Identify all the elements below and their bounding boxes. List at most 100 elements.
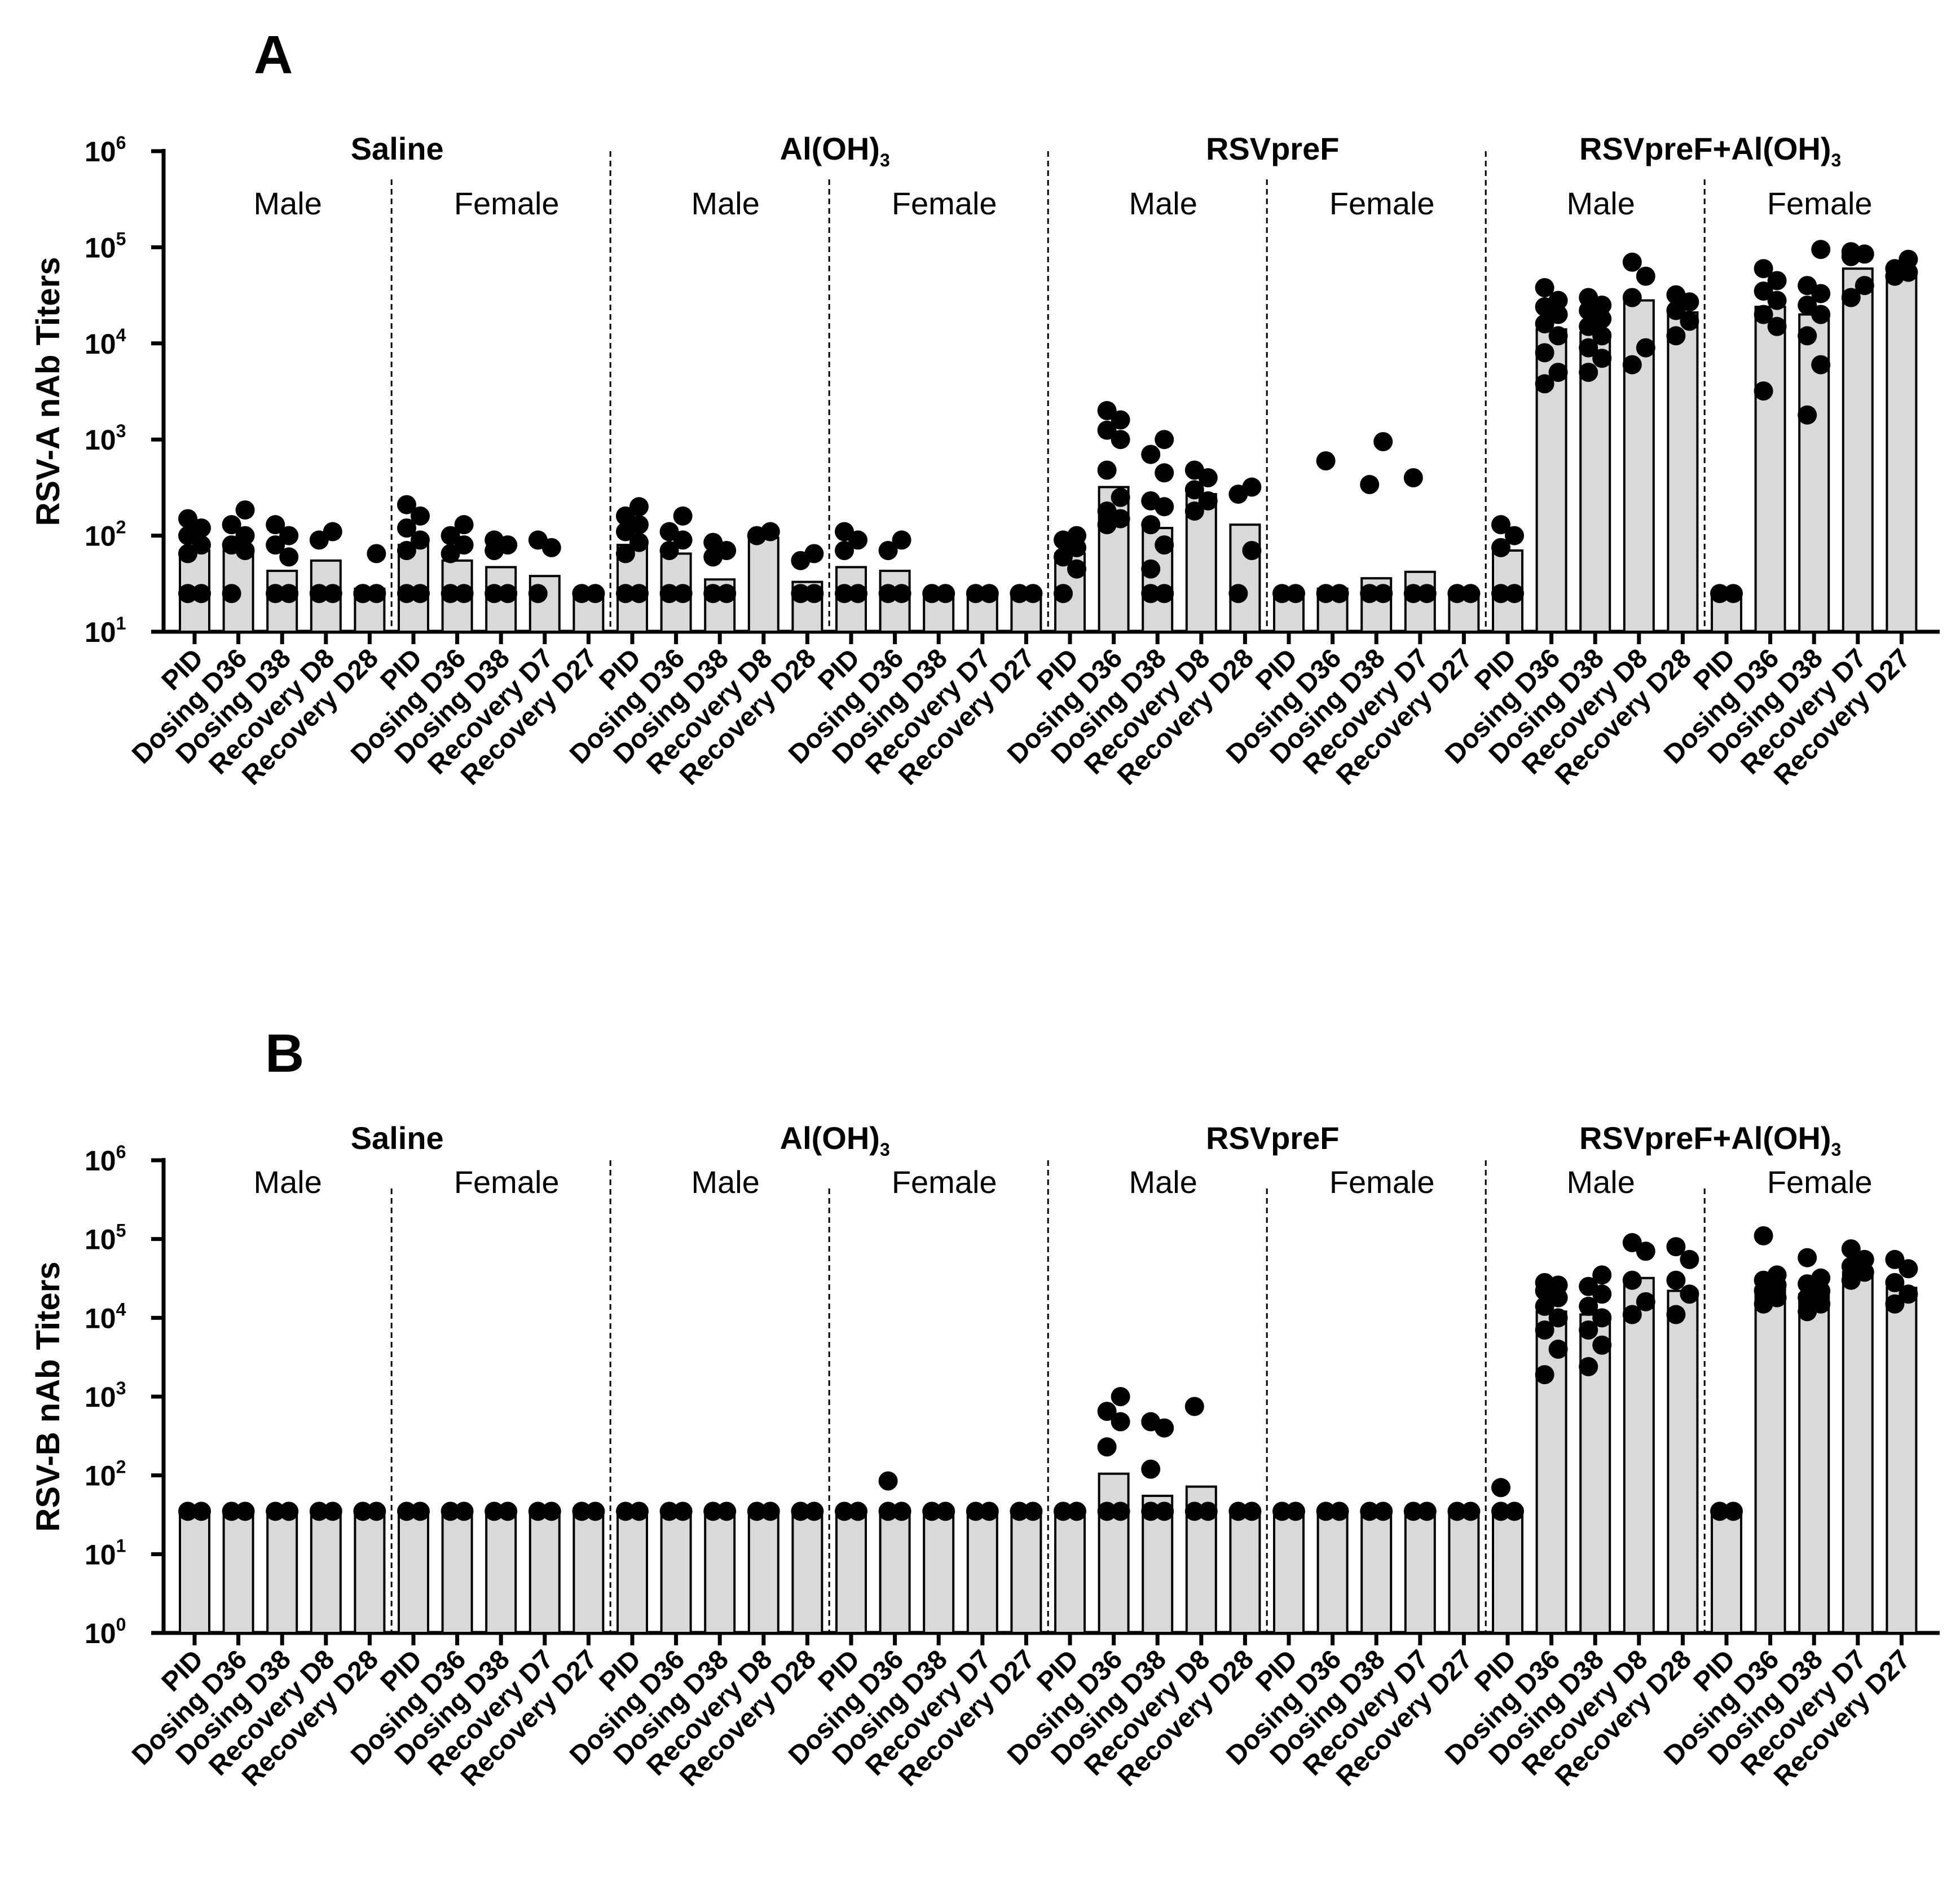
data-point	[353, 1502, 373, 1521]
data-point	[1754, 305, 1773, 324]
data-point	[1111, 487, 1130, 507]
data-point	[454, 1502, 474, 1521]
data-point	[266, 584, 285, 604]
data-point	[309, 1502, 329, 1521]
data-point	[1111, 1502, 1130, 1521]
data-point	[878, 1502, 898, 1521]
data-point	[367, 1502, 386, 1521]
sex-label: Male	[1567, 186, 1635, 221]
data-point	[397, 495, 416, 514]
sex-label: Female	[454, 1164, 560, 1200]
data-point	[966, 584, 985, 604]
data-point	[1767, 271, 1787, 290]
data-point	[1885, 1273, 1905, 1292]
data-point	[760, 1502, 780, 1521]
y-tick-label: 100	[85, 1614, 126, 1649]
data-point	[485, 530, 504, 550]
data-point	[1097, 1437, 1117, 1457]
data-point	[1329, 584, 1349, 604]
data-point	[835, 540, 854, 560]
data-point	[528, 530, 548, 550]
bar	[1360, 1510, 1393, 1635]
group-label: Saline	[351, 131, 444, 166]
data-point	[1097, 460, 1117, 480]
data-point	[1899, 1284, 1918, 1304]
data-point	[703, 584, 723, 604]
data-point	[1461, 1502, 1481, 1521]
data-point	[192, 584, 211, 604]
data-point	[1010, 584, 1029, 604]
data-point	[323, 522, 342, 541]
data-point	[1579, 338, 1598, 358]
bar	[485, 1510, 517, 1635]
data-point	[1592, 1265, 1612, 1285]
data-point	[616, 506, 635, 526]
data-point	[585, 584, 605, 604]
data-point	[1666, 1305, 1686, 1324]
sex-label: Female	[1767, 1164, 1873, 1200]
data-point	[1316, 584, 1336, 604]
data-point	[1548, 290, 1568, 310]
data-point	[1798, 326, 1817, 346]
bar	[616, 1510, 648, 1635]
data-point	[878, 540, 898, 560]
data-point	[1417, 584, 1437, 604]
data-point	[1286, 584, 1305, 604]
data-point	[1155, 584, 1174, 604]
data-point	[1592, 1308, 1612, 1328]
sex-label: Male	[254, 1164, 322, 1200]
data-point	[1535, 1320, 1554, 1340]
data-point	[1155, 1502, 1174, 1521]
data-point	[1373, 432, 1393, 451]
data-point	[878, 1471, 898, 1491]
data-point	[1447, 1502, 1467, 1521]
bar	[441, 1510, 473, 1635]
data-point	[1622, 355, 1642, 375]
bar	[222, 1510, 254, 1635]
data-point	[629, 532, 649, 552]
bar	[1492, 1507, 1523, 1635]
data-point	[1141, 491, 1161, 510]
data-point	[1141, 1459, 1161, 1479]
data-point	[1841, 1239, 1861, 1259]
data-point	[1316, 1502, 1336, 1521]
bar	[704, 1510, 736, 1635]
data-point	[673, 506, 693, 526]
data-point	[1373, 1502, 1393, 1521]
data-point	[1272, 1502, 1292, 1521]
data-point	[804, 544, 824, 563]
data-point	[1491, 1502, 1510, 1521]
data-point	[673, 1502, 693, 1521]
data-point	[266, 515, 285, 535]
data-point	[1228, 1502, 1248, 1521]
data-point	[222, 584, 241, 604]
sex-label: Male	[691, 1164, 760, 1200]
data-point	[936, 1502, 955, 1521]
bar	[660, 1510, 692, 1635]
group-label: Saline	[351, 1120, 444, 1156]
data-point	[1141, 584, 1161, 604]
data-point	[454, 535, 474, 555]
data-point	[804, 1502, 824, 1521]
data-point	[1622, 1305, 1642, 1324]
data-point	[1811, 355, 1831, 375]
data-point	[441, 1502, 460, 1521]
data-point	[192, 518, 211, 538]
data-point	[835, 584, 854, 604]
data-point	[1592, 349, 1612, 368]
data-point	[1636, 1292, 1655, 1311]
data-point	[1592, 326, 1612, 346]
bar	[1886, 275, 1918, 633]
data-point	[441, 584, 460, 604]
data-point	[1141, 559, 1161, 579]
data-point	[441, 526, 460, 545]
data-point	[629, 497, 649, 517]
data-point	[1023, 1502, 1043, 1521]
data-point	[791, 1502, 811, 1521]
data-point	[235, 500, 255, 520]
data-point	[454, 515, 474, 535]
data-point	[454, 584, 474, 604]
data-point	[397, 518, 416, 538]
data-point	[1155, 463, 1174, 483]
data-point	[397, 540, 416, 560]
